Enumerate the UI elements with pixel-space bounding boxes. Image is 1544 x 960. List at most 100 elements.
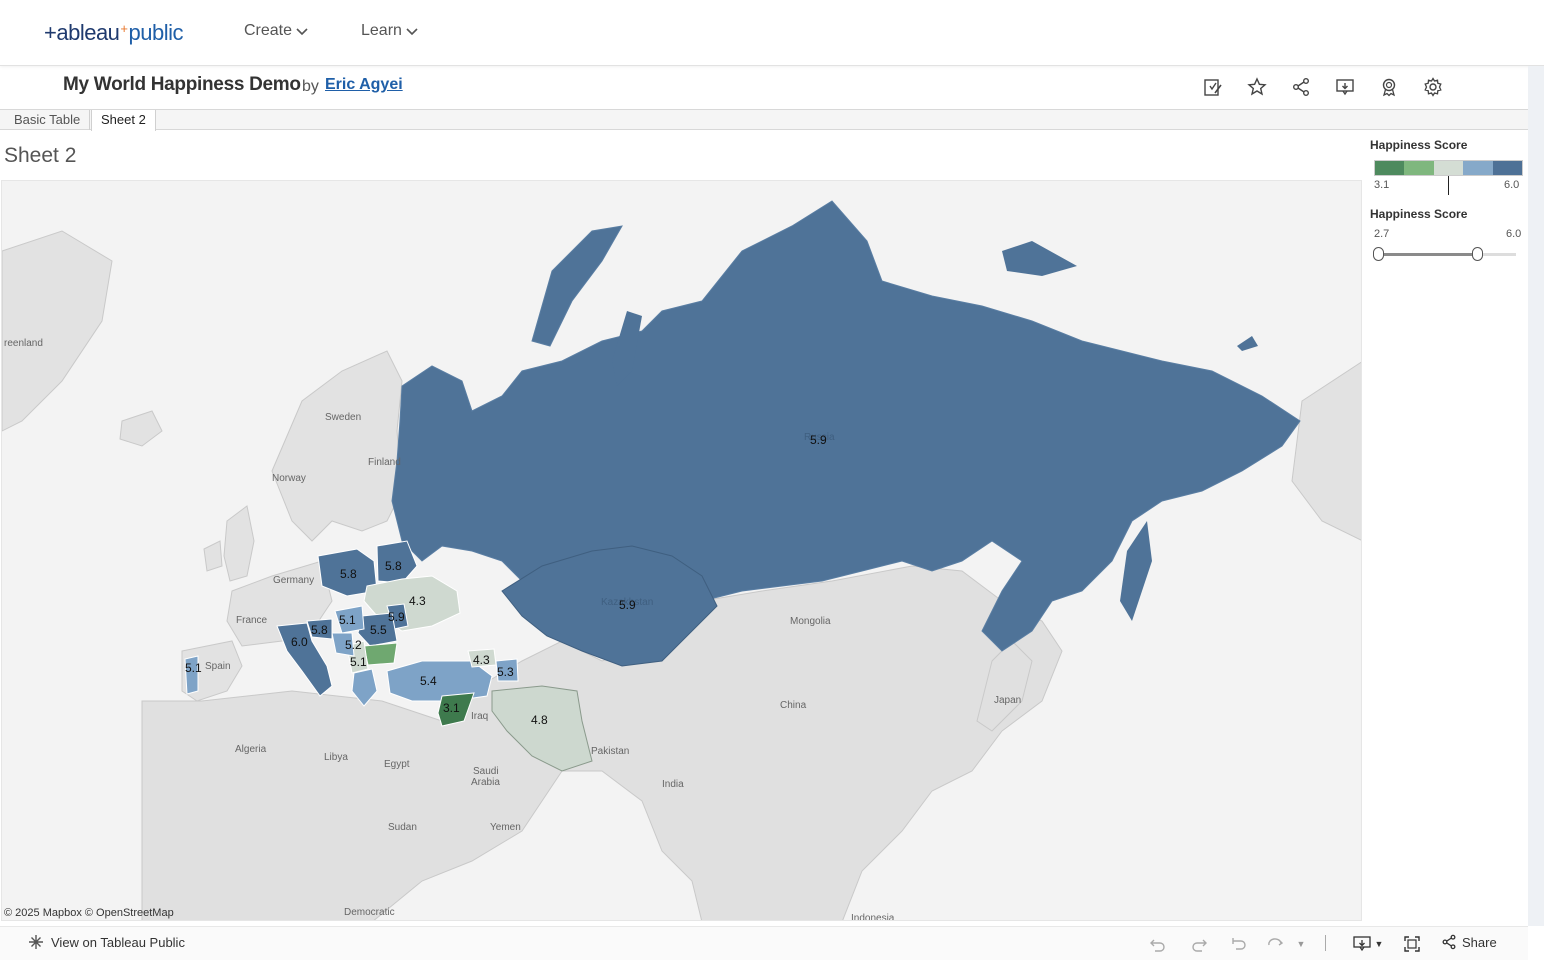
map-canvas[interactable]: reenland Sweden Finland Norway Germany F… xyxy=(2,181,1362,921)
download-dropdown-chevron-icon[interactable]: ▼ xyxy=(1374,939,1384,949)
country-azerbaijan[interactable] xyxy=(495,658,519,682)
undo-icon[interactable] xyxy=(1147,933,1169,955)
view-on-tableau-public-link[interactable]: View on Tableau Public xyxy=(28,934,185,950)
peninsula-sakhalin xyxy=(1120,521,1152,621)
country-kazakhstan[interactable] xyxy=(501,545,718,667)
score-label-hungary: 5.1 xyxy=(339,613,356,627)
revert-icon[interactable] xyxy=(1228,933,1250,955)
place-label-democratic: Democratic xyxy=(344,907,395,918)
nav-learn-menu[interactable]: Learn xyxy=(361,22,418,40)
sheet-tabs: Basic Table Sheet 2 xyxy=(0,109,1528,131)
refresh-dropdown-chevron-icon[interactable]: ▼ xyxy=(1296,939,1306,949)
island-new-siberian xyxy=(1002,241,1077,276)
viz-scrollbar[interactable] xyxy=(1528,66,1544,926)
color-legend-min: 3.1 xyxy=(1374,179,1390,191)
place-label-libya: Libya xyxy=(324,752,348,763)
land-asia-africa xyxy=(141,565,1063,920)
color-legend-ramp xyxy=(1374,160,1523,176)
place-label-indonesia: Indonesia xyxy=(851,913,895,921)
score-label-romania: 5.5 xyxy=(370,623,387,637)
country-slovenia[interactable] xyxy=(306,618,333,640)
score-label-belarus: 5.8 xyxy=(385,559,402,573)
country-turkey[interactable] xyxy=(386,660,493,702)
place-label-japan: Japan xyxy=(994,695,1021,706)
score-label-poland: 5.8 xyxy=(340,567,357,581)
country-syria[interactable] xyxy=(437,692,475,727)
score-label-moldova: 5.9 xyxy=(388,610,405,624)
country-iran[interactable] xyxy=(491,685,593,772)
tableau-public-logo[interactable]: +ableau + public xyxy=(44,18,184,48)
place-label-yemen: Yemen xyxy=(490,822,521,833)
nav-create-menu[interactable]: Create xyxy=(244,22,308,40)
logo-spark-icon: + xyxy=(120,20,128,36)
badge-icon[interactable] xyxy=(1378,76,1400,98)
ramp-swatch-4 xyxy=(1463,161,1493,175)
place-label-france: France xyxy=(236,615,268,626)
island-wrangel xyxy=(1237,336,1258,351)
place-label-mongolia: Mongolia xyxy=(790,616,831,627)
range-slider-track[interactable] xyxy=(1378,253,1478,256)
place-label-kazakhstan: Kazakhstan xyxy=(601,597,653,608)
view-on-label: View on Tableau Public xyxy=(51,934,185,950)
chevron-down-icon xyxy=(296,28,308,36)
range-slider-max-handle[interactable] xyxy=(1472,247,1483,261)
download-icon[interactable] xyxy=(1351,933,1373,955)
country-bulgaria[interactable] xyxy=(363,642,398,666)
land-iceland xyxy=(119,410,163,447)
country-hungary[interactable] xyxy=(334,605,365,634)
place-label-china: China xyxy=(780,700,807,711)
country-greece[interactable] xyxy=(351,668,378,707)
score-label-russia: 5.9 xyxy=(810,433,827,447)
edit-icon[interactable] xyxy=(1202,76,1224,98)
map-view[interactable]: reenland Sweden Finland Norway Germany F… xyxy=(1,180,1362,921)
gear-icon[interactable] xyxy=(1422,76,1444,98)
share-icon[interactable] xyxy=(1290,76,1312,98)
land-uk xyxy=(223,505,255,582)
land-greenland xyxy=(2,230,113,432)
redo-icon[interactable] xyxy=(1188,933,1210,955)
score-label-portugal: 5.1 xyxy=(185,661,202,675)
tableau-cross-icon xyxy=(29,935,43,949)
map-attribution[interactable]: © 2025 Mapbox © OpenStreetMap xyxy=(4,907,174,919)
nav-learn-label: Learn xyxy=(361,22,402,39)
score-labels: 5.9 5.9 5.8 5.8 4.3 5.9 5.1 5.5 5.8 6.0 … xyxy=(185,433,827,727)
tab-sheet-2[interactable]: Sheet 2 xyxy=(91,110,156,131)
color-legend-title: Happiness Score xyxy=(1370,138,1468,152)
country-italy[interactable] xyxy=(276,622,333,697)
country-bosnia[interactable] xyxy=(331,632,355,657)
filter-min-value: 2.7 xyxy=(1374,228,1390,240)
place-label-finland: Finland xyxy=(368,457,401,468)
country-belarus[interactable] xyxy=(376,540,418,584)
score-label-syria: 3.1 xyxy=(443,701,460,715)
star-icon[interactable] xyxy=(1246,76,1268,98)
sheet-title: Sheet 2 xyxy=(4,144,77,167)
place-label-germany: Germany xyxy=(273,575,314,586)
filter-title: Happiness Score xyxy=(1370,207,1468,221)
place-label-sweden: Sweden xyxy=(325,412,361,423)
score-label-italy: 6.0 xyxy=(291,635,308,649)
refresh-icon[interactable] xyxy=(1264,933,1286,955)
toolbar-separator xyxy=(1325,935,1326,951)
range-slider-min-handle[interactable] xyxy=(1373,247,1384,261)
country-portugal[interactable] xyxy=(184,655,199,695)
ramp-swatch-5 xyxy=(1492,161,1523,175)
place-label-algeria: Algeria xyxy=(235,744,267,755)
place-label-spain: Spain xyxy=(205,661,231,672)
share-button[interactable]: Share xyxy=(1441,934,1497,950)
place-label-india: India xyxy=(662,779,684,790)
score-label-turkey: 5.4 xyxy=(420,674,437,688)
ramp-swatch-3 xyxy=(1433,161,1464,175)
comment-icon[interactable] xyxy=(1334,76,1356,98)
land-ireland xyxy=(203,540,223,572)
fullscreen-icon[interactable] xyxy=(1401,933,1423,955)
land-scandinavia xyxy=(271,350,403,542)
workbook-author-link[interactable]: Eric Agyei xyxy=(325,76,403,93)
tab-basic-table[interactable]: Basic Table xyxy=(5,110,91,130)
place-label-greenland: reenland xyxy=(4,338,43,349)
viz-toolbar: View on Tableau Public ▼ ▼ Share xyxy=(0,926,1528,960)
score-label-ukraine: 4.3 xyxy=(409,594,426,608)
score-label-georgia: 4.3 xyxy=(473,653,490,667)
workbook-actions xyxy=(1202,76,1444,98)
range-slider-rest[interactable] xyxy=(1478,253,1516,256)
base-land xyxy=(2,230,1361,920)
